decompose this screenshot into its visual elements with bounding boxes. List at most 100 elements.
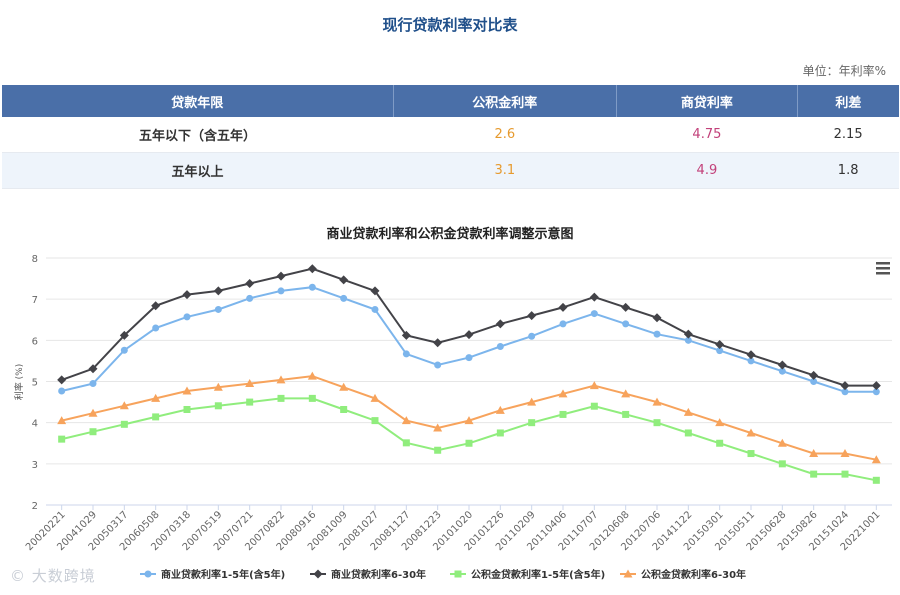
data-point[interactable] [465, 439, 473, 447]
data-point[interactable] [402, 350, 410, 358]
data-point[interactable] [89, 380, 97, 388]
data-point[interactable] [495, 319, 505, 329]
data-point[interactable] [308, 283, 316, 291]
data-point[interactable] [746, 350, 756, 360]
data-point[interactable] [370, 286, 380, 296]
data-point[interactable] [809, 449, 819, 458]
data-point[interactable] [464, 416, 474, 425]
data-point[interactable] [527, 311, 537, 321]
legend-item[interactable]: 商业贷款利率1-5年(含5年) [140, 568, 285, 581]
data-point[interactable] [622, 410, 630, 418]
data-point[interactable] [528, 332, 536, 340]
data-point[interactable] [872, 476, 880, 484]
data-point[interactable] [653, 419, 661, 427]
data-point[interactable] [245, 379, 255, 388]
data-point[interactable] [401, 330, 411, 340]
data-point[interactable] [747, 357, 755, 365]
data-point[interactable] [182, 386, 192, 395]
data-point[interactable] [57, 416, 67, 425]
data-point[interactable] [841, 470, 849, 478]
data-point[interactable] [401, 416, 411, 425]
data-point[interactable] [89, 428, 97, 436]
data-point[interactable] [715, 418, 725, 427]
data-point[interactable] [716, 439, 724, 447]
data-point[interactable] [307, 371, 317, 380]
data-point[interactable] [339, 275, 349, 285]
data-point[interactable] [454, 570, 462, 578]
data-point[interactable] [715, 339, 725, 349]
data-point[interactable] [307, 264, 317, 274]
data-point[interactable] [496, 429, 504, 437]
data-point[interactable] [622, 320, 630, 328]
data-point[interactable] [495, 405, 505, 414]
data-point[interactable] [183, 313, 191, 321]
data-point[interactable] [590, 402, 598, 410]
data-point[interactable] [433, 423, 443, 432]
data-point[interactable] [58, 387, 66, 395]
data-point[interactable] [747, 450, 755, 458]
data-point[interactable] [214, 305, 222, 313]
data-point[interactable] [621, 389, 631, 398]
data-point[interactable] [119, 401, 129, 410]
data-point[interactable] [559, 410, 567, 418]
legend-item[interactable]: 公积金贷款利率1-5年(含5年) [450, 568, 605, 581]
data-point[interactable] [183, 405, 191, 413]
data-point[interactable] [214, 402, 222, 410]
data-point[interactable] [340, 405, 348, 413]
data-point[interactable] [683, 329, 693, 339]
data-point[interactable] [652, 397, 662, 406]
data-point[interactable] [402, 439, 410, 447]
data-point[interactable] [277, 287, 285, 295]
data-point[interactable] [716, 347, 724, 355]
data-point[interactable] [465, 354, 473, 362]
data-point[interactable] [778, 460, 786, 468]
data-point[interactable] [276, 271, 286, 281]
data-point[interactable] [213, 286, 223, 296]
data-point[interactable] [151, 301, 161, 311]
data-point[interactable] [684, 336, 692, 344]
data-point[interactable] [277, 394, 285, 402]
data-point[interactable] [144, 570, 152, 578]
data-point[interactable] [778, 367, 786, 375]
data-point[interactable] [840, 449, 850, 458]
data-point[interactable] [246, 398, 254, 406]
data-point[interactable] [589, 381, 599, 390]
data-point[interactable] [245, 279, 255, 289]
data-point[interactable] [527, 397, 537, 406]
data-point[interactable] [88, 408, 98, 417]
data-point[interactable] [621, 302, 631, 312]
data-point[interactable] [809, 370, 819, 380]
data-point[interactable] [371, 417, 379, 425]
data-point[interactable] [464, 330, 474, 340]
data-point[interactable] [589, 292, 599, 302]
data-point[interactable] [558, 389, 568, 398]
legend-item[interactable]: 商业贷款利率6-30年 [310, 568, 426, 581]
data-point[interactable] [777, 360, 787, 370]
data-point[interactable] [246, 294, 254, 302]
legend-item[interactable]: 公积金贷款利率6-30年 [620, 568, 746, 581]
data-point[interactable] [57, 375, 67, 385]
data-point[interactable] [652, 313, 662, 323]
data-point[interactable] [120, 420, 128, 428]
data-point[interactable] [840, 381, 850, 391]
data-point[interactable] [433, 338, 443, 348]
data-point[interactable] [746, 428, 756, 437]
data-point[interactable] [308, 394, 316, 402]
data-point[interactable] [120, 346, 128, 354]
data-point[interactable] [871, 455, 881, 464]
data-point[interactable] [152, 413, 160, 421]
data-point[interactable] [810, 378, 818, 385]
data-point[interactable] [182, 290, 192, 300]
data-point[interactable] [213, 382, 223, 391]
data-point[interactable] [152, 324, 160, 332]
data-point[interactable] [119, 330, 129, 340]
data-point[interactable] [590, 310, 598, 318]
data-point[interactable] [340, 294, 348, 302]
data-point[interactable] [683, 407, 693, 416]
data-point[interactable] [313, 569, 323, 579]
data-point[interactable] [434, 446, 442, 454]
data-point[interactable] [434, 361, 442, 369]
data-point[interactable] [777, 438, 787, 447]
chart-menu-icon[interactable] [876, 262, 890, 275]
data-point[interactable] [58, 435, 66, 443]
